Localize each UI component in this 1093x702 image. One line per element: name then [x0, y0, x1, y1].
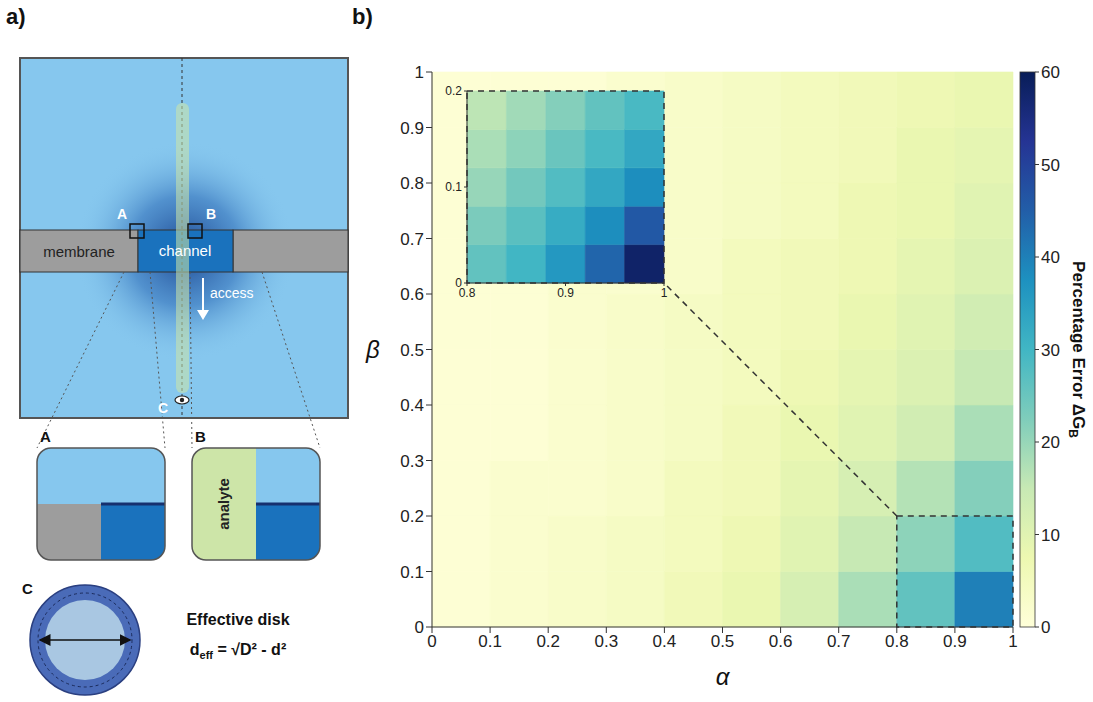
svg-text:0.2: 0.2: [445, 85, 462, 98]
svg-text:40: 40: [1041, 248, 1060, 267]
svg-text:0: 0: [1041, 618, 1050, 637]
svg-text:1: 1: [661, 286, 668, 300]
svg-text:0.4: 0.4: [400, 396, 424, 415]
svg-text:membrane: membrane: [43, 243, 115, 260]
svg-text:channel: channel: [159, 242, 212, 259]
svg-text:50: 50: [1041, 156, 1060, 175]
svg-text:60: 60: [1041, 63, 1060, 82]
svg-text:0.9: 0.9: [943, 632, 967, 651]
svg-text:0: 0: [455, 276, 462, 290]
svg-text:0.1: 0.1: [445, 180, 462, 194]
svg-text:0: 0: [415, 618, 424, 637]
svg-text:1: 1: [415, 63, 424, 82]
svg-text:0.2: 0.2: [536, 632, 560, 651]
svg-text:C: C: [158, 400, 168, 416]
svg-text:30: 30: [1041, 341, 1060, 360]
svg-text:B: B: [195, 428, 206, 445]
svg-text:analyte: analyte: [215, 478, 232, 530]
svg-text:b): b): [352, 4, 373, 29]
svg-text:0.6: 0.6: [400, 285, 424, 304]
svg-text:0.9: 0.9: [557, 286, 574, 300]
svg-text:A: A: [117, 206, 127, 222]
svg-text:0.1: 0.1: [400, 563, 424, 582]
svg-text:0.4: 0.4: [653, 632, 677, 651]
svg-text:0.7: 0.7: [827, 632, 851, 651]
svg-text:C: C: [22, 580, 33, 597]
svg-text:0.5: 0.5: [711, 632, 735, 651]
svg-text:0.3: 0.3: [594, 632, 618, 651]
svg-text:20: 20: [1041, 433, 1060, 452]
svg-text:β: β: [365, 336, 380, 363]
svg-text:B: B: [206, 206, 216, 222]
svg-text:0.8: 0.8: [885, 632, 909, 651]
svg-text:1: 1: [1008, 632, 1017, 651]
svg-text:A: A: [40, 428, 51, 445]
svg-text:a): a): [6, 4, 26, 29]
svg-text:0.5: 0.5: [400, 341, 424, 360]
svg-text:10: 10: [1041, 526, 1060, 545]
svg-text:0.8: 0.8: [458, 285, 476, 300]
svg-text:0: 0: [427, 632, 436, 651]
svg-text:deff = √D² - d²: deff = √D² - d²: [190, 641, 286, 661]
svg-text:0.7: 0.7: [400, 230, 424, 249]
svg-text:α: α: [716, 663, 731, 690]
svg-text:0.3: 0.3: [400, 452, 424, 471]
svg-text:0.1: 0.1: [478, 632, 502, 651]
svg-text:0.6: 0.6: [769, 632, 793, 651]
svg-text:0.2: 0.2: [400, 507, 424, 526]
svg-text:Effective disk: Effective disk: [186, 611, 289, 628]
svg-text:0.8: 0.8: [400, 174, 424, 193]
svg-text:0.9: 0.9: [400, 119, 424, 138]
svg-text:Percentage Error ΔGB: Percentage Error ΔGB: [1066, 261, 1088, 438]
svg-text:access: access: [210, 285, 254, 301]
